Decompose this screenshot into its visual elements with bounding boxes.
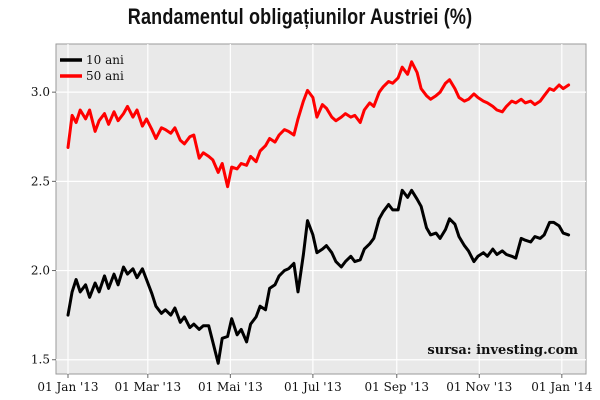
legend-label-1: 50 ani <box>86 69 124 83</box>
x-tick-label-3: 01 Jul '13 <box>284 380 342 394</box>
y-tick-label-1: 2.0 <box>31 264 50 278</box>
x-tick-label-0: 01 Jan '13 <box>37 380 98 394</box>
x-tick-label-2: 01 Mai '13 <box>198 380 263 394</box>
x-tick-label-1: 01 Mar '13 <box>114 380 181 394</box>
x-tick-label-4: 01 Sep '13 <box>365 380 429 394</box>
series-line-1 <box>66 60 571 189</box>
x-tick-label-5: 01 Nov '13 <box>446 380 512 394</box>
x-tick-label-6: 01 Jan '14 <box>531 380 593 394</box>
source-note: sursa: investing.com <box>427 343 578 358</box>
y-tick-label-3: 3.0 <box>31 85 50 99</box>
y-tick-label-0: 1.5 <box>31 353 50 367</box>
series-line-0 <box>66 188 571 365</box>
y-tick-label-2: 2.5 <box>31 174 50 188</box>
chart-title: Randamentul obligațiunilor Austriei (%) <box>127 4 473 29</box>
legend: 10 ani 50 ani <box>60 53 124 83</box>
axes: 1.5 2.0 2.5 3.0 01 Jan '13 01 Mar '13 01 Mai '… <box>31 85 593 394</box>
series-layer <box>66 60 571 365</box>
plot-area <box>55 43 587 375</box>
legend-label-0: 10 ani <box>86 53 124 67</box>
